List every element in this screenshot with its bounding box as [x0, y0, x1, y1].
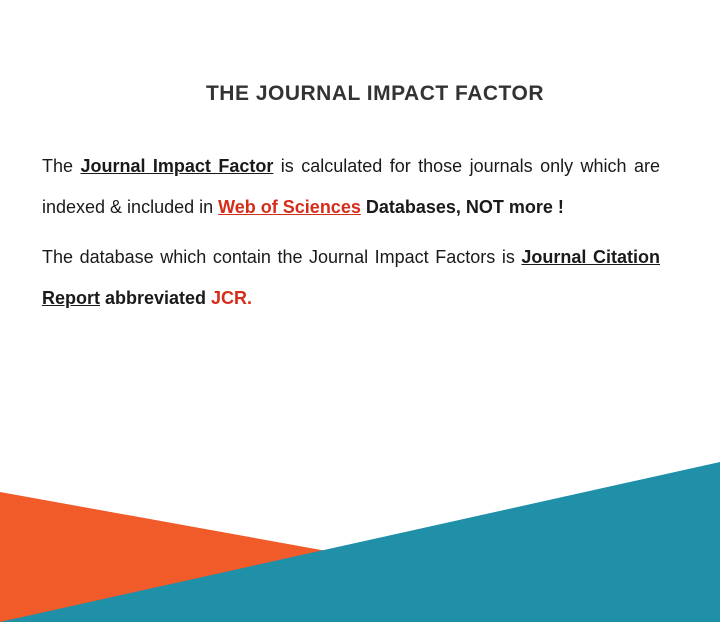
p1-seg3: Web of Sciences: [218, 197, 361, 217]
p1-seg1: Journal Impact Factor: [80, 156, 273, 176]
p2-seg2: abbreviated: [100, 288, 211, 308]
paragraph-2: The database which contain the Journal I…: [42, 237, 660, 320]
p1-seg4: Databases,: [361, 197, 466, 217]
body-text: The Journal Impact Factor is calculated …: [42, 146, 660, 320]
paragraph-1: The Journal Impact Factor is calculated …: [42, 146, 660, 229]
p1-seg5: NOT more !: [466, 197, 564, 217]
p2-seg3: JCR.: [211, 288, 252, 308]
p1-seg0: The: [42, 156, 80, 176]
decor-triangle-teal: [0, 462, 720, 622]
p2-seg0: The database which contain the Journal I…: [42, 247, 521, 267]
slide-title: THE JOURNAL IMPACT FACTOR: [30, 82, 720, 106]
